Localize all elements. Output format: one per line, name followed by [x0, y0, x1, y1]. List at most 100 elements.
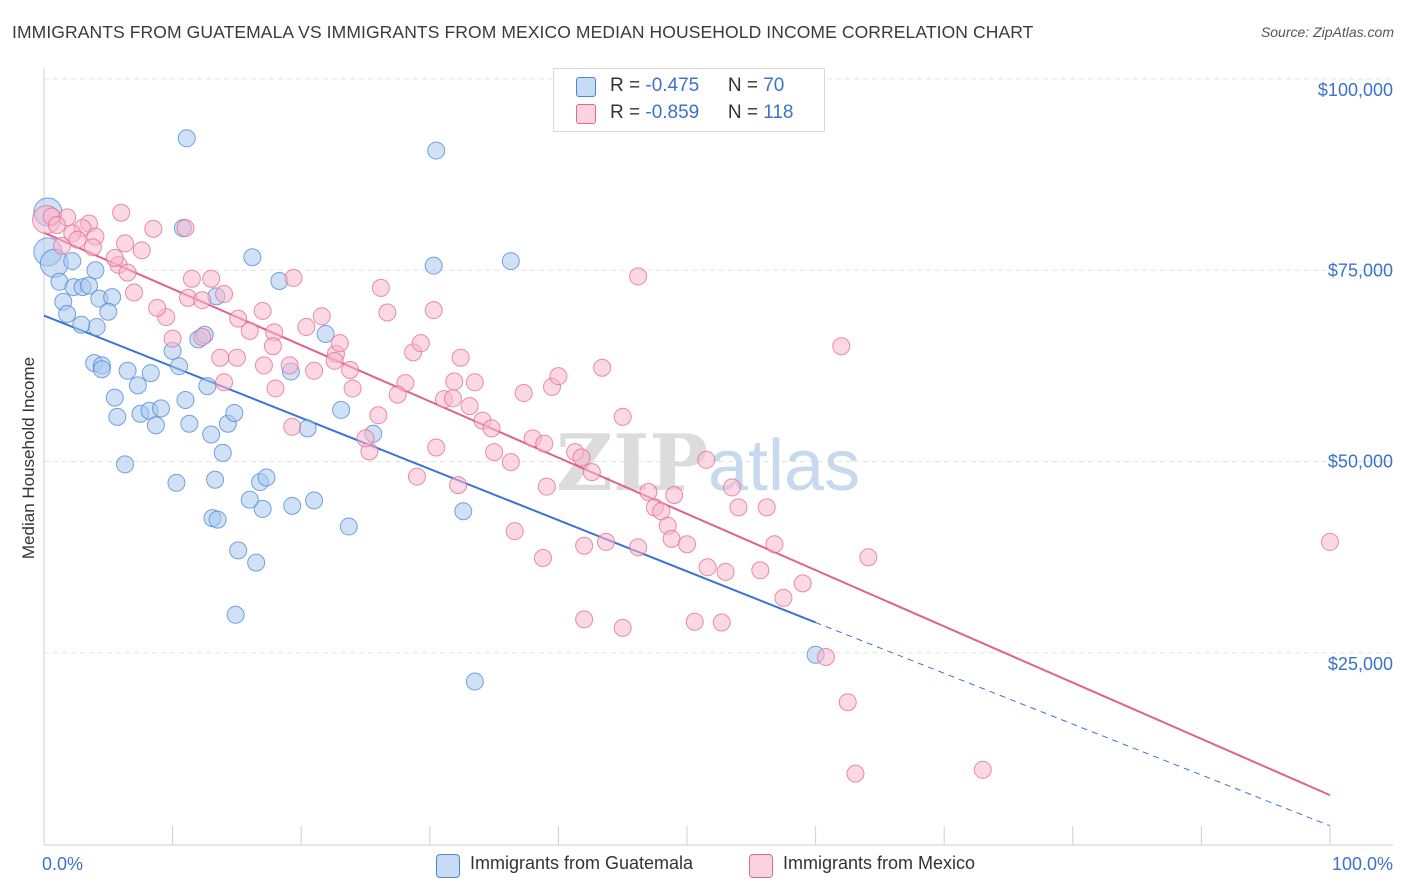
point-guatemala	[243, 248, 262, 267]
chart-source: Source: ZipAtlas.com	[1260, 24, 1394, 40]
point-mexico	[53, 236, 72, 255]
y-tick-label: $25,000	[1328, 654, 1393, 674]
point-mexico	[297, 318, 316, 337]
point-mexico	[266, 379, 285, 398]
point-mexico	[501, 453, 520, 472]
point-mexico	[816, 648, 835, 667]
point-mexico	[330, 334, 349, 353]
point-mexico	[765, 535, 784, 554]
point-mexico	[537, 477, 556, 496]
point-mexico	[211, 348, 230, 367]
point-guatemala	[99, 302, 118, 321]
series-swatch-guatemala	[436, 854, 460, 878]
point-guatemala	[72, 315, 91, 334]
point-mexico	[505, 522, 524, 541]
point-mexico	[343, 379, 362, 398]
point-mexico	[533, 549, 552, 568]
y-tick-label: $50,000	[1328, 452, 1393, 472]
point-mexico	[751, 561, 770, 580]
point-mexico	[460, 397, 479, 416]
y-tick-label: $75,000	[1328, 260, 1393, 280]
point-mexico	[407, 467, 426, 486]
point-mexico	[182, 269, 201, 288]
point-mexico	[697, 450, 716, 469]
point-guatemala	[298, 419, 317, 438]
point-mexico	[1321, 532, 1339, 551]
point-mexico	[202, 269, 221, 288]
point-mexico	[132, 241, 151, 260]
point-mexico	[280, 356, 299, 375]
series-legend: Immigrants from Guatemala Immigrants fro…	[0, 852, 1406, 878]
point-guatemala	[152, 399, 171, 418]
point-mexico	[572, 448, 591, 467]
series-swatch-mexico	[749, 854, 773, 878]
point-mexico	[685, 612, 704, 631]
point-guatemala	[283, 496, 302, 515]
point-mexico	[613, 407, 632, 426]
point-mexico	[757, 498, 776, 517]
point-mexico	[253, 301, 272, 320]
point-guatemala	[141, 364, 160, 383]
point-mexico	[312, 307, 331, 326]
point-mexico	[227, 348, 246, 367]
series-label-guatemala: Immigrants from Guatemala	[470, 853, 694, 873]
point-guatemala	[240, 490, 259, 509]
data-points	[32, 129, 1339, 783]
point-mexico	[443, 389, 462, 408]
point-guatemala	[128, 376, 147, 395]
point-mexico	[575, 610, 594, 629]
point-guatemala	[501, 252, 520, 271]
point-mexico	[254, 356, 273, 375]
point-mexico	[125, 283, 144, 302]
point-guatemala	[225, 403, 244, 422]
point-guatemala	[92, 360, 111, 379]
point-guatemala	[465, 672, 484, 691]
point-guatemala	[146, 416, 165, 435]
legend-r-value: -0.475	[645, 75, 700, 96]
point-guatemala	[339, 517, 358, 536]
point-mexico	[411, 334, 430, 353]
point-mexico	[514, 384, 533, 403]
point-mexico	[846, 764, 865, 783]
point-mexico	[465, 373, 484, 392]
point-mexico	[535, 434, 554, 453]
chart-title: IMMIGRANTS FROM GUATEMALA VS IMMIGRANTS …	[12, 22, 1034, 42]
point-mexico	[485, 443, 504, 462]
point-mexico	[83, 238, 102, 257]
legend-n-value: 70	[763, 75, 785, 96]
point-mexico	[240, 321, 259, 340]
point-mexico	[215, 373, 234, 392]
point-guatemala	[257, 468, 276, 487]
point-mexico	[388, 385, 407, 404]
point-mexico	[229, 309, 248, 328]
point-guatemala	[305, 491, 324, 510]
point-mexico	[698, 558, 717, 577]
point-guatemala	[454, 502, 473, 521]
point-mexico	[482, 419, 501, 438]
point-mexico	[176, 219, 195, 238]
series-label-mexico: Immigrants from Mexico	[783, 853, 976, 873]
point-mexico	[148, 298, 167, 317]
point-mexico	[116, 234, 135, 253]
point-guatemala	[108, 407, 127, 426]
point-mexico	[712, 613, 731, 632]
point-guatemala	[116, 455, 135, 474]
point-mexico	[284, 268, 303, 287]
legend-n-label: N =	[727, 75, 764, 96]
point-mexico	[593, 358, 612, 377]
point-mexico	[639, 483, 658, 502]
point-mexico	[163, 329, 182, 348]
y-axis-label: Median Household Income	[19, 357, 38, 559]
point-mexico	[283, 417, 302, 436]
point-guatemala	[180, 414, 199, 433]
point-mexico	[973, 760, 992, 779]
legend-swatch-guatemala	[576, 77, 596, 97]
trendline-mexico	[43, 231, 1331, 797]
point-mexico	[629, 538, 648, 557]
point-guatemala	[170, 357, 189, 376]
point-mexico	[793, 574, 812, 593]
point-mexico	[838, 693, 857, 712]
point-guatemala	[63, 252, 82, 271]
point-guatemala	[226, 605, 245, 624]
